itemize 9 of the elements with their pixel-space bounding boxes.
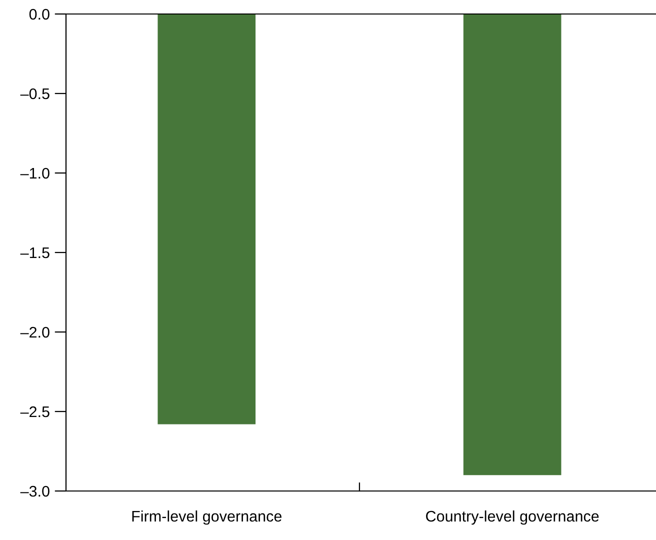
x-tick-label: Firm-level governance (132, 510, 282, 525)
y-tick-label: –2.5 (20, 406, 50, 418)
x-tick-label: Country-level governance (426, 510, 599, 525)
y-tick-label: –3.0 (20, 486, 50, 497)
y-tick-label: 0.0 (29, 8, 50, 20)
y-tick-label: –0.5 (20, 88, 50, 100)
y-tick-label: –1.0 (20, 168, 50, 179)
y-tick-label: –2.0 (20, 326, 50, 338)
y-tick-label: –1.5 (20, 248, 50, 258)
